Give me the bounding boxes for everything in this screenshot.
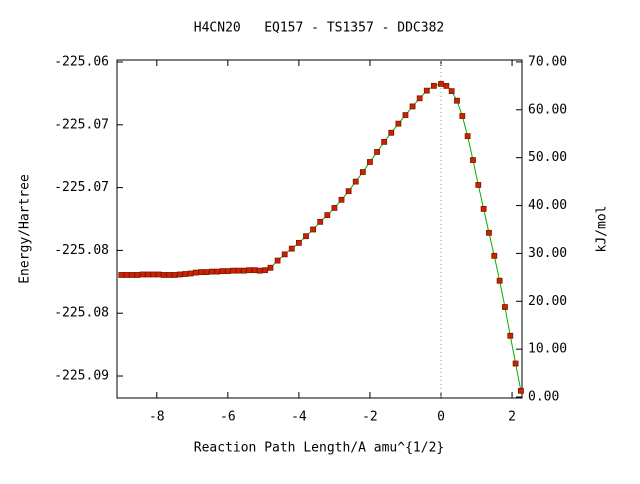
data-point [381,138,388,145]
data-point [352,178,359,185]
data-point [438,81,444,87]
data-point [338,196,345,203]
data-point [423,87,430,94]
data-point [224,268,231,275]
data-point [454,97,460,104]
data-point [367,159,373,165]
data-point [486,229,492,236]
data-point [430,82,437,89]
data-point [139,271,146,278]
x-tick-label: -8 [149,410,165,425]
data-point [256,267,263,274]
y2-tick-label: 30.00 [528,246,567,261]
data-point [317,218,324,225]
data-point [214,268,221,275]
data-point [246,267,253,274]
data-point [182,271,189,277]
data-point [267,264,274,271]
data-point [150,271,157,278]
data-point [475,182,482,188]
y-tick-label: -225.08 [54,306,109,321]
y-tick-label: -225.07 [54,117,109,132]
x-tick-label: -2 [362,410,378,425]
chart-title: H4CN20 EQ157 - TS1357 - DDC382 [194,21,444,36]
data-point [310,226,317,233]
y-tick-label: -225.07 [54,180,109,195]
x-tick-label: -4 [291,410,307,425]
data-point [288,245,295,252]
data-point [240,267,247,274]
y2-tick-label: 70.00 [528,54,567,69]
data-point [359,169,366,175]
data-point [416,95,423,102]
data-point [219,268,226,275]
data-point [208,268,215,275]
data-point [395,120,402,127]
data-point [281,251,288,258]
y2-tick-label: 50.00 [528,150,567,165]
data-point [160,272,167,278]
y2-tick-label: 0.00 [528,390,559,405]
y2-tick-label: 10.00 [528,342,567,357]
data-point [496,277,503,284]
data-point [155,271,162,278]
data-point [198,269,205,275]
data-point [251,267,258,274]
data-point [388,129,395,136]
y2-tick-label: 20.00 [528,294,567,309]
data-point [118,272,125,278]
data-point [134,272,141,278]
data-point [295,239,302,246]
data-point [402,112,409,118]
data-point [464,133,471,140]
x-tick-label: -6 [220,410,236,425]
x-tick-label: 0 [437,410,445,425]
data-point [192,269,199,276]
data-point [409,103,416,110]
data-point [502,304,508,310]
data-point [274,257,281,264]
data-point [303,233,309,240]
data-point [345,188,352,195]
data-point [230,267,237,274]
data-point [129,272,135,278]
data-point [203,269,210,275]
data-point [512,360,519,367]
data-point [145,271,151,278]
data-point [324,212,331,219]
data-point [470,157,476,163]
data-point [480,205,487,212]
y-tick-label: -225.08 [54,243,109,258]
y2-tick-label: 60.00 [528,102,567,117]
data-point [331,205,338,211]
data-point [518,387,524,394]
data-point [235,267,242,274]
plot-frame [116,59,523,399]
data-point [374,149,380,155]
y-tick-label: -225.06 [54,55,109,70]
y-tick-label: -225.09 [54,369,109,384]
data-point [491,252,498,259]
data-point [262,267,269,274]
data-point [171,272,178,278]
x-tick-label: 2 [508,410,516,425]
y2-tick-label: 40.00 [528,198,567,213]
y-axis-label: Energy/Hartree [18,174,33,284]
data-point [448,88,455,95]
x-axis-label: Reaction Path Length/A amu^{1/2} [194,441,444,456]
data-point [443,82,450,89]
data-point [166,272,173,278]
data-point [507,332,514,339]
data-point [176,271,183,278]
data-point [187,270,194,277]
data-point [459,113,466,119]
data-point [123,272,130,278]
series-line [121,83,522,391]
y2-axis-label: kJ/mol [595,206,610,253]
